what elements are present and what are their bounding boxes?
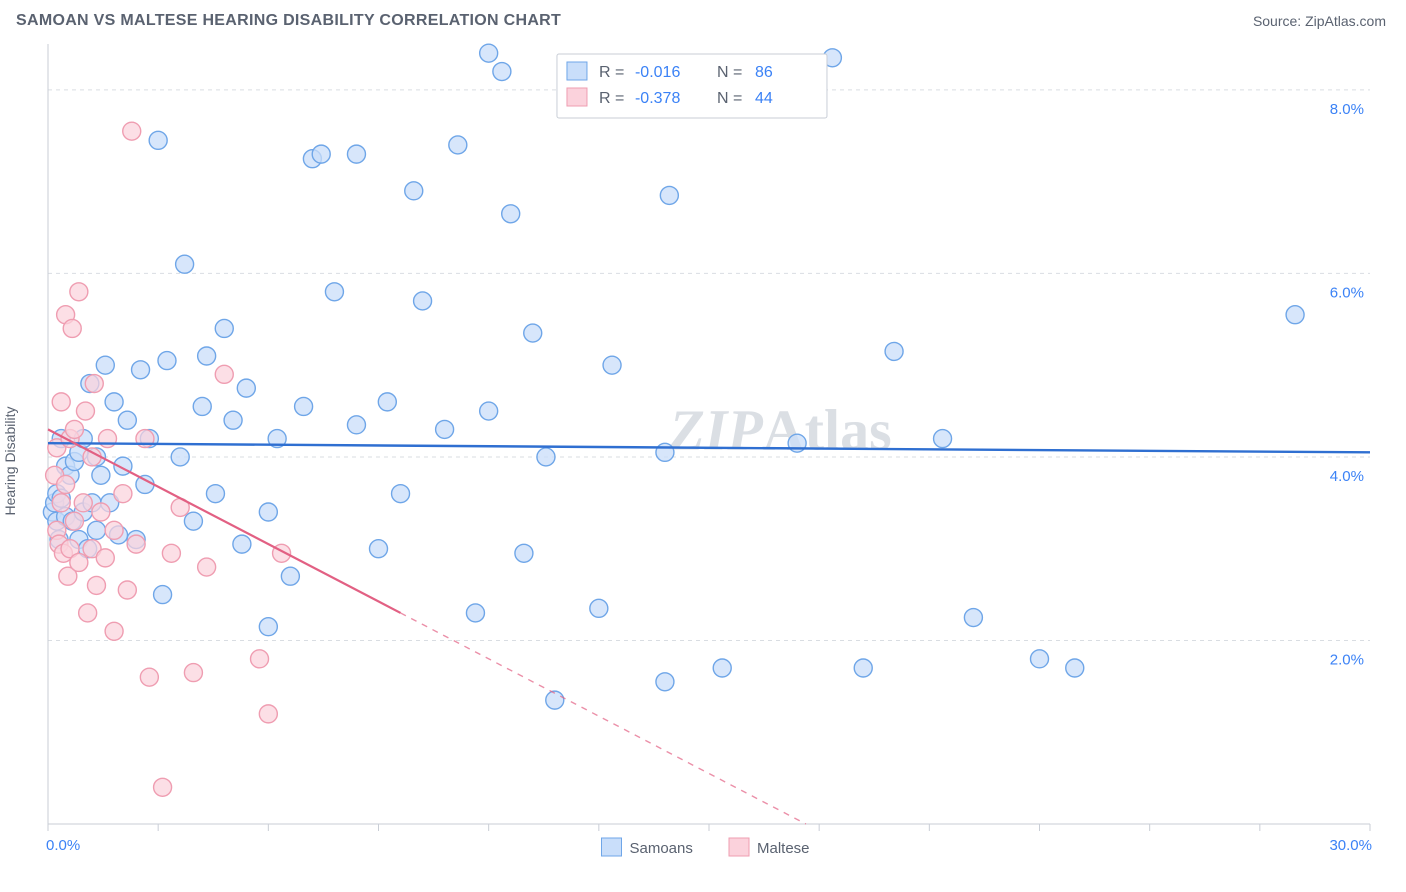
svg-text:8.0%: 8.0% — [1330, 101, 1364, 118]
svg-text:86: 86 — [755, 64, 773, 81]
svg-text:2.0%: 2.0% — [1330, 651, 1364, 668]
svg-text:R =: R = — [599, 90, 624, 107]
svg-text:4.0%: 4.0% — [1330, 468, 1364, 485]
svg-text:N =: N = — [717, 64, 742, 81]
source-link[interactable]: ZipAtlas.com — [1305, 13, 1386, 29]
svg-text:30.0%: 30.0% — [1329, 837, 1372, 854]
svg-text:N =: N = — [717, 90, 742, 107]
svg-text:0.0%: 0.0% — [46, 837, 80, 854]
source-label: Source: ZipAtlas.com — [1253, 13, 1386, 29]
svg-text:R =: R = — [599, 64, 624, 81]
svg-text:44: 44 — [755, 90, 773, 107]
header: SAMOAN VS MALTESE HEARING DISABILITY COR… — [0, 0, 1406, 38]
svg-text:Samoans: Samoans — [630, 840, 693, 857]
scatter-chart: 2.0% 4.0% 6.0% 8.0% ZIPAtlas 0.0% 30.0% R = -0.0… — [0, 38, 1406, 868]
svg-text:-0.016: -0.016 — [635, 64, 680, 81]
chart-area: Hearing Disability 2.0% 4.0% 6.0% 8.0% ZIPAt… — [0, 38, 1406, 868]
svg-text:Maltese: Maltese — [757, 840, 810, 857]
chart-title: SAMOAN VS MALTESE HEARING DISABILITY COR… — [16, 12, 561, 30]
svg-text:6.0%: 6.0% — [1330, 284, 1364, 301]
svg-text:ZIPAtlas: ZIPAtlas — [668, 398, 891, 463]
svg-text:-0.378: -0.378 — [635, 90, 680, 107]
y-axis-label: Hearing Disability — [2, 407, 18, 516]
